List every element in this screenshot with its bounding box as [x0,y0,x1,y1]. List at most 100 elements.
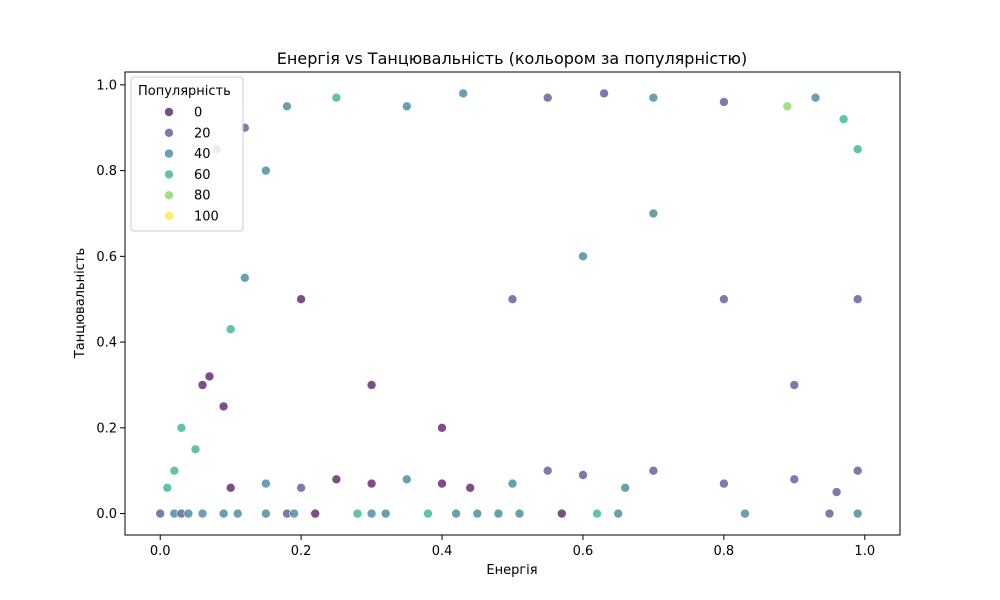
data-point [824,508,835,519]
chart-title: Енергія vs Танцювальність (кольором за п… [277,49,747,68]
data-point [810,92,821,103]
legend: Популярність 0 20 40 60 80 100 [130,76,244,232]
data-point [599,88,609,99]
data-point [592,508,602,519]
data-point [366,380,377,390]
data-point [648,92,659,103]
data-point [648,465,659,476]
data-point [190,444,201,455]
data-point [789,380,800,390]
data-point [578,470,588,480]
data-point [620,482,631,493]
data-point [458,88,469,99]
y-tick-label: 0.8 [96,164,117,179]
y-tick-label: 0.6 [96,250,117,265]
legend-marker [164,211,174,221]
legend-marker [164,190,174,200]
legend-label: 0 [194,106,202,121]
data-point [740,508,750,519]
legend-label: 60 [194,168,211,183]
data-point [578,251,588,262]
data-point [789,474,800,485]
y-tick-label: 0.4 [96,336,117,351]
data-point [352,508,363,519]
data-point [296,294,306,305]
data-point [556,508,567,519]
y-tick-label: 0.0 [96,507,117,522]
legend-box [130,76,244,232]
data-point [183,508,194,519]
legend-label: 20 [194,126,211,141]
data-point [218,508,229,519]
data-point [831,487,842,497]
data-point [197,508,208,519]
data-point [648,208,659,219]
data-point [366,508,377,519]
data-point [162,482,173,493]
data-point [289,508,299,519]
legend-label: 40 [194,147,211,162]
data-point [852,144,863,154]
points-layer [155,88,863,519]
data-point [225,324,236,335]
data-point [197,380,208,390]
x-axis: 0.0 0.2 0.4 0.6 0.8 1.0 [150,535,875,559]
legend-items: 0 20 40 60 80 100 [164,106,219,225]
x-tick-label: 0.4 [432,544,453,559]
data-point [401,474,412,485]
data-point [542,92,553,103]
data-point [232,508,243,519]
data-point [176,422,187,433]
data-point [366,478,377,489]
data-point [719,97,729,107]
data-point [225,482,236,493]
data-point [282,101,292,112]
data-point [472,508,483,519]
data-point [155,508,165,519]
y-tick-label: 0.2 [96,421,117,436]
x-tick-label: 0.6 [573,544,594,559]
data-point [542,465,553,476]
axes-frame [124,71,901,536]
legend-marker [164,107,174,117]
data-point [514,508,525,519]
data-point [838,114,849,124]
legend-marker [164,148,174,159]
data-point [852,465,863,476]
data-point [507,294,518,305]
data-point [261,508,271,519]
data-point [852,294,863,305]
data-point [852,508,863,519]
legend-title: Популярність [138,84,231,99]
data-point [782,101,793,112]
data-point [401,101,412,112]
legend-label: 100 [194,210,219,225]
data-point [261,478,271,489]
data-point [380,508,391,519]
legend-label: 80 [194,189,211,204]
data-point [310,508,321,519]
data-point [451,508,461,519]
data-point [169,465,180,476]
data-point [507,478,518,489]
data-point [437,422,447,433]
data-point [437,478,447,489]
legend-marker [164,128,174,138]
data-point [719,294,729,305]
data-point [493,508,504,519]
data-point [331,474,342,485]
x-tick-label: 0.8 [714,544,735,559]
data-point [204,371,215,382]
data-point [719,478,729,489]
data-point [296,482,306,493]
y-axis-label: Танцювальність [73,248,88,359]
legend-marker [164,169,174,180]
x-tick-label: 0.2 [291,544,312,559]
x-tick-label: 1.0 [854,544,875,559]
data-point [261,165,271,176]
data-point [465,482,476,493]
data-point [218,401,229,412]
y-tick-label: 1.0 [96,78,117,93]
